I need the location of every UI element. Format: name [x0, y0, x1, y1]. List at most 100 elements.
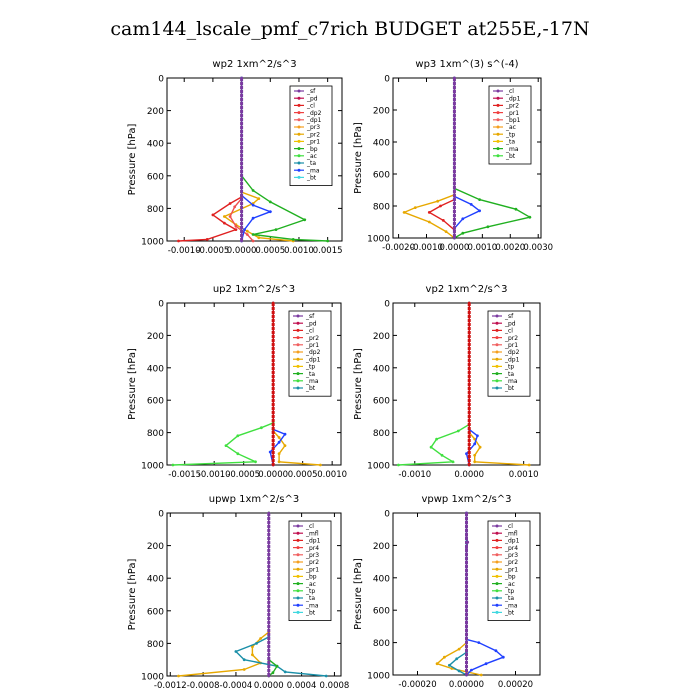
series-point	[236, 434, 240, 438]
legend-marker	[496, 89, 500, 93]
series-point	[453, 236, 456, 240]
legend-label: _dp1	[505, 95, 521, 102]
legend-label: _pr2	[305, 559, 319, 566]
legend-marker	[296, 531, 300, 535]
legend	[288, 310, 332, 397]
series-line	[240, 78, 273, 242]
y-tick-label: 800	[147, 429, 164, 439]
y-tick-label: 0	[384, 510, 390, 520]
legend-marker	[495, 364, 499, 368]
y-axis-label: Pressure [hPa]	[127, 559, 138, 631]
legend-marker	[495, 379, 499, 383]
series-point	[473, 453, 477, 457]
panel-6: vpwp 1xm^2/s^3 Pressure [hPa] 0 200 400 600 80…	[353, 494, 541, 690]
series-point	[233, 205, 237, 209]
legend-marker	[495, 357, 499, 361]
x-tick-label: 0.0030	[523, 243, 553, 253]
y-tick-label: 0	[158, 300, 164, 310]
series-point	[211, 213, 215, 217]
y-tick-label: 600	[373, 171, 390, 181]
series-point	[402, 211, 406, 214]
series-line	[172, 303, 274, 466]
panel-1: wp2 1xm^2/s^3 Pressure [hPa] 0 200 400 600 800…	[127, 59, 343, 256]
legend-label: _tp	[504, 588, 514, 595]
y-tick-label: 0	[158, 75, 164, 85]
series-point	[465, 452, 468, 456]
legend-label: _cl	[306, 103, 315, 110]
series-point	[303, 218, 307, 222]
series-point	[251, 233, 255, 236]
legend-label: _ta	[504, 371, 514, 378]
figure-title: cam144_lscale_pmf_c7rich BUDGET at255E,-…	[110, 18, 590, 40]
panel-3: up2 1xm^2/s^3 Pressure [hPa] 0 200 400 600 800…	[127, 284, 347, 480]
legend-marker	[296, 386, 300, 390]
series-point	[277, 452, 281, 456]
legend-label: _ta	[305, 371, 315, 378]
legend-marker	[296, 524, 300, 528]
legend-label: _tp	[505, 131, 515, 138]
y-tick-label: 800	[373, 429, 390, 439]
x-tick-label: -0.0005	[227, 470, 260, 480]
legend-marker	[495, 589, 499, 593]
legend-marker	[495, 343, 499, 347]
series-line	[427, 78, 456, 238]
y-tick-label: 400	[147, 140, 164, 150]
plot-frame	[392, 77, 542, 239]
legend-label: _dp1	[306, 117, 322, 124]
series-point	[494, 649, 498, 653]
legend-marker	[297, 139, 301, 143]
legend-marker	[297, 96, 301, 100]
legend-label: _pd	[305, 320, 317, 327]
series-point	[470, 668, 473, 672]
legend-label: _cl	[504, 328, 513, 335]
series-point	[268, 200, 272, 204]
series-point	[479, 673, 483, 677]
legend-label: _ta	[504, 595, 514, 602]
y-tick-label: 200	[147, 107, 164, 117]
series-point	[435, 437, 438, 441]
series-point	[274, 228, 278, 232]
x-tick-label: 0.0005	[255, 246, 285, 256]
legend-label: _ma	[305, 602, 319, 609]
legend-marker	[496, 154, 500, 158]
legend-label: _pr1	[306, 139, 320, 146]
legend-marker	[495, 596, 499, 600]
legend-marker	[297, 161, 301, 165]
legend-label: _mfl	[504, 530, 518, 537]
x-tick-label: -0.0005	[196, 246, 229, 256]
legend-marker	[495, 531, 499, 535]
series-point	[486, 225, 490, 229]
y-tick-label: 1000	[141, 238, 164, 248]
legend-marker	[297, 111, 301, 115]
legend-marker	[296, 574, 300, 578]
legend-label: _ma	[504, 602, 518, 609]
series-point	[444, 230, 448, 234]
legend-marker	[495, 582, 499, 586]
legend-marker	[296, 379, 300, 383]
series-point	[283, 670, 287, 674]
y-tick-label: 600	[147, 607, 164, 617]
legend-label: _ta	[305, 595, 315, 602]
series-point	[260, 426, 263, 430]
series-point	[429, 445, 433, 449]
series-point	[326, 239, 330, 243]
legend-marker	[495, 546, 499, 550]
y-tick-label: 200	[373, 542, 390, 552]
series-line	[178, 78, 243, 242]
legend-marker	[296, 596, 300, 600]
legend-marker	[296, 364, 300, 368]
legend-label: _ac	[306, 153, 317, 160]
legend-marker	[296, 546, 300, 550]
legend-marker	[296, 567, 300, 571]
legend-label: _pr1	[505, 110, 519, 117]
y-tick-label: 400	[147, 575, 164, 585]
series-point	[245, 233, 249, 236]
legend-label: _pr3	[504, 552, 518, 559]
legend	[288, 520, 332, 621]
legend-label: _cl	[505, 88, 514, 95]
legend-label: _pr2	[504, 335, 518, 342]
x-tick-label: -0.0010	[398, 470, 431, 480]
legend-label: _dp2	[305, 349, 321, 356]
x-tick-label: 0.0008	[320, 681, 350, 691]
y-tick-label: 800	[373, 639, 390, 649]
